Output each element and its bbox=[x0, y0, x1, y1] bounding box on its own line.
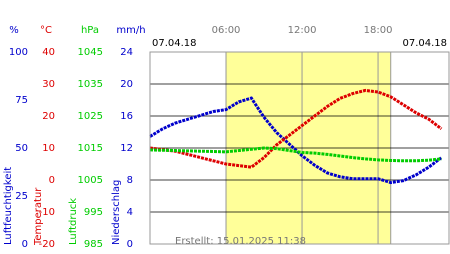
axis-title: Niederschlag bbox=[111, 180, 122, 245]
y-tick-label: 0 bbox=[49, 175, 55, 186]
axis-unit: mm/h bbox=[116, 25, 145, 36]
y-tick-label: 1045 bbox=[78, 47, 103, 58]
y-tick-label: 12 bbox=[120, 143, 133, 154]
y-tick-label: 100 bbox=[9, 47, 28, 58]
axis-unit: % bbox=[9, 25, 19, 36]
y-tick-label: 1015 bbox=[78, 143, 103, 154]
y-tick-label: -20 bbox=[39, 239, 55, 250]
y-tick-label: 20 bbox=[42, 111, 55, 122]
y-tick-label: 30 bbox=[42, 79, 55, 90]
y-tick-label: 24 bbox=[120, 47, 133, 58]
y-tick-label: 50 bbox=[15, 143, 28, 154]
y-tick-label: 75 bbox=[15, 95, 28, 106]
axis-title: Luftfeuchtigkeit bbox=[3, 167, 14, 245]
y-tick-label: 995 bbox=[84, 207, 103, 218]
y-tick-label: 4 bbox=[127, 207, 133, 218]
series-line bbox=[149, 88, 443, 169]
y-tick-label: 1005 bbox=[78, 175, 103, 186]
y-tick-label: 16 bbox=[120, 111, 133, 122]
axis-unit: hPa bbox=[81, 25, 99, 36]
footer: Erstellt: 15.01.2025 11:38 bbox=[175, 236, 306, 247]
x-tick-label: 18:00 bbox=[364, 25, 393, 36]
series-line bbox=[149, 146, 442, 163]
axis-unit: °C bbox=[40, 25, 52, 36]
y-tick-label: 1035 bbox=[78, 79, 103, 90]
x-tick-label: 06:00 bbox=[212, 25, 241, 36]
y-tick-label: 40 bbox=[42, 47, 55, 58]
y-tick-label: 25 bbox=[15, 191, 28, 202]
y-tick-label: 0 bbox=[127, 239, 133, 250]
y-tick-label: 985 bbox=[84, 239, 103, 250]
date-start: 07.04.18 bbox=[152, 38, 197, 49]
plot-border bbox=[149, 51, 450, 245]
y-tick-label: 8 bbox=[127, 175, 133, 186]
date-end: 07.04.18 bbox=[402, 38, 447, 49]
axis-title: Temperatur bbox=[33, 187, 44, 246]
series-line bbox=[149, 96, 443, 185]
y-tick-label: 20 bbox=[120, 79, 133, 90]
y-tick-label: 0 bbox=[22, 239, 28, 250]
y-tick-label: 10 bbox=[42, 143, 55, 154]
x-tick-label: 12:00 bbox=[288, 25, 317, 36]
axis-title: Luftdruck bbox=[68, 198, 79, 245]
y-tick-label: 1025 bbox=[78, 111, 103, 122]
y-tick-label: -10 bbox=[39, 207, 55, 218]
